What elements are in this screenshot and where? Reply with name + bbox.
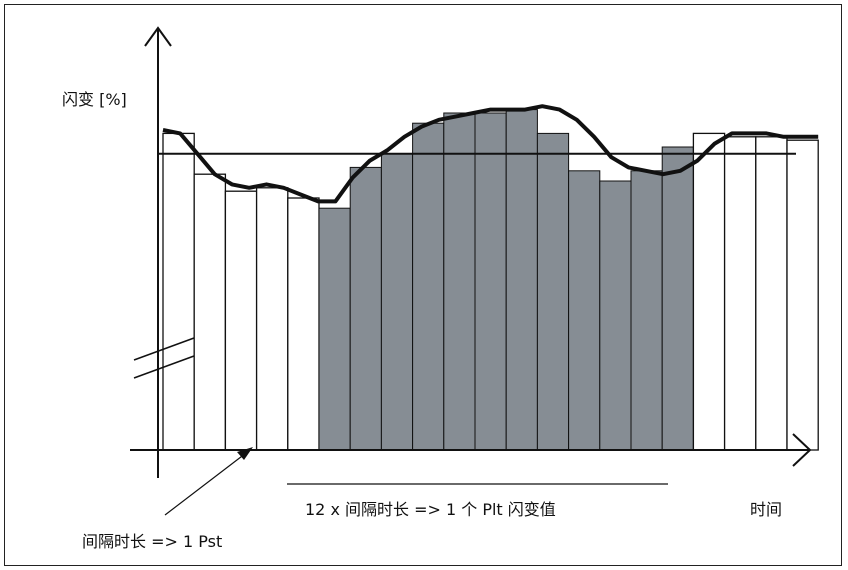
interval-pointer-line	[164, 449, 251, 516]
pst-interval-bar	[786, 139, 819, 451]
plt-interval-bar	[568, 170, 601, 451]
pst-annotation: 间隔时长 => 1 Pst	[82, 532, 223, 551]
pst-interval-bar	[224, 190, 258, 451]
plt-interval-bar	[474, 112, 507, 451]
flicker-curve	[162, 104, 819, 204]
plt-interval-bar	[536, 132, 570, 451]
pst-interval-bar	[287, 197, 320, 451]
plt-interval-bar	[412, 122, 445, 451]
x-axis-label: 时间	[750, 500, 783, 519]
axis-break-mark-upper	[133, 337, 195, 361]
pst-interval-bar	[162, 132, 195, 451]
plt-interval-bar	[630, 170, 663, 451]
bars-layer	[162, 109, 819, 451]
plt-interval-bar	[380, 153, 414, 451]
x-axis-arrow-icon	[792, 433, 812, 467]
y-axis-arrow-icon	[144, 26, 172, 47]
pst-interval-bar	[692, 132, 726, 451]
pst-interval-bar	[755, 136, 788, 451]
plt-interval-bar	[318, 207, 351, 451]
plt-interval-bar	[349, 166, 382, 451]
axis-break-mark-lower	[133, 355, 195, 379]
plt-interval-bar	[443, 112, 476, 451]
interval-pointer-arrowhead-icon	[237, 447, 253, 460]
y-axis-label: 闪变 [%]	[62, 90, 127, 109]
plt-interval-bar	[661, 146, 694, 451]
pst-interval-bar	[723, 136, 757, 451]
pst-interval-bar	[255, 187, 289, 451]
plt-annotation: 12 x 间隔时长 => 1 个 Plt 闪变值	[305, 500, 556, 519]
plt-interval-bar	[505, 109, 538, 451]
plt-interval-bar	[599, 180, 632, 451]
pst-interval-bar	[193, 173, 227, 451]
